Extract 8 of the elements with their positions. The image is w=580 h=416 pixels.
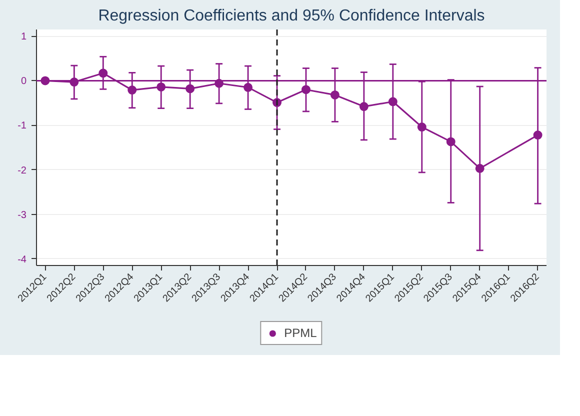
y-tick-label: -4 [18, 254, 27, 266]
chart-title: Regression Coefficients and 95% Confidence Intervals [98, 8, 485, 24]
y-tick-label: -3 [18, 210, 27, 221]
y-tick-label: 0 [20, 76, 27, 88]
legend-label: PPML [284, 326, 317, 340]
y-tick-label: 1 [20, 32, 27, 43]
y-tick-label: -1 [18, 120, 27, 132]
y-tick-label: -2 [18, 165, 27, 176]
